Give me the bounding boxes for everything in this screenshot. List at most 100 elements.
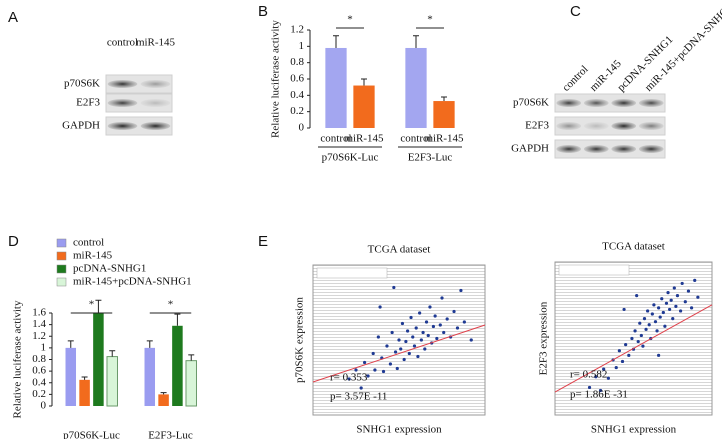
error-bar	[67, 340, 74, 348]
error-bar	[441, 96, 447, 102]
error-bar	[413, 35, 419, 48]
stat-annotation: p= 3.57E -11	[330, 391, 387, 403]
scatter-point	[359, 386, 363, 390]
error-bar	[361, 78, 367, 86]
scatter-point	[633, 329, 637, 333]
blot-band	[638, 145, 664, 153]
bar	[172, 325, 183, 406]
scatter-point	[395, 366, 399, 371]
bar	[158, 394, 169, 406]
y-tick-label: 0.6	[290, 73, 304, 85]
y-tick-label: 1	[41, 341, 47, 353]
scatter-point	[402, 357, 406, 362]
scatter-point	[418, 311, 422, 315]
panel-label: C	[570, 3, 581, 20]
legend-label: pcDNA-SNHG1	[73, 263, 146, 275]
error-bar	[81, 376, 88, 380]
scatter-point	[354, 368, 358, 372]
scatter-point	[598, 388, 603, 393]
y-tick-label: 0.2	[32, 388, 46, 400]
scatter-point	[639, 333, 643, 338]
blot-band	[107, 99, 138, 107]
scatter-point	[411, 335, 415, 339]
blot-band	[556, 99, 582, 107]
x-axis-label: SNHG1 expression	[356, 424, 442, 436]
blot-strip	[105, 93, 173, 113]
scatter-point	[587, 385, 592, 390]
error-bar	[95, 299, 102, 313]
scatter-point	[602, 367, 606, 371]
scatter-point	[406, 329, 410, 333]
blot-strip	[554, 139, 666, 159]
y-tick-label: 1	[299, 40, 305, 52]
blot-band	[583, 122, 609, 130]
scatter-point	[347, 377, 351, 381]
scatter-point	[669, 298, 673, 302]
scatter-point	[636, 339, 640, 344]
scatter-point	[658, 315, 662, 319]
protein-label: GAPDH	[511, 143, 549, 155]
scatter-point	[652, 303, 656, 307]
scatter-point	[421, 330, 425, 335]
bar-label: control	[320, 133, 351, 145]
y-tick-label: 1.4	[32, 318, 46, 330]
bar	[93, 313, 104, 406]
y-tick-label: 0.2	[290, 105, 304, 117]
scatter-point	[646, 309, 650, 313]
scatter-point	[388, 362, 392, 366]
protein-label: p70S6K	[64, 78, 100, 90]
lane-label: miR-145	[136, 37, 176, 49]
scatter-point	[404, 339, 408, 344]
bar-label: control	[400, 133, 431, 145]
stat-annotation: p= 1.86E -31	[570, 389, 628, 401]
panel-label: D	[8, 233, 19, 250]
blot-strip	[105, 116, 173, 136]
scatter-point	[435, 336, 439, 341]
legend-swatch	[56, 238, 67, 248]
y-tick-label: 0.8	[32, 353, 46, 365]
legend-label: miR-145	[73, 250, 113, 262]
scatter-point	[445, 317, 449, 321]
x-category-label: E2F3-Luc	[408, 152, 453, 164]
scatter-point	[452, 309, 456, 314]
blot-band	[556, 145, 582, 153]
chart-title: TCGA dataset	[368, 244, 431, 256]
scatter-point	[679, 309, 683, 313]
significance-star: *	[347, 14, 353, 26]
scatter-point	[385, 344, 389, 348]
scatter-point	[433, 314, 437, 318]
x-axis-label: SNHG1 expression	[591, 424, 677, 436]
protein-label: E2F3	[525, 120, 549, 132]
scatter-point	[657, 306, 661, 310]
scatter-point	[680, 281, 684, 286]
blot-band	[611, 145, 637, 153]
x-category-label: p70S6K-Luc	[63, 430, 120, 439]
scatter-point	[399, 347, 403, 351]
scatter-point	[381, 369, 386, 374]
stat-annotation: r= 0.353	[330, 372, 368, 384]
y-tick-label: 0.8	[290, 56, 304, 68]
scatter-point	[392, 285, 396, 290]
blot-band	[611, 99, 637, 107]
scatter-point	[414, 326, 418, 330]
scatter-point	[423, 347, 427, 351]
scatter-point	[696, 295, 700, 299]
blot-band	[140, 80, 171, 88]
y-tick-label: 0.4	[290, 89, 304, 101]
bar-label: miR-145	[344, 133, 384, 145]
blot-band	[107, 122, 138, 130]
bar	[405, 47, 427, 128]
legend-swatch	[56, 277, 67, 287]
inset-legend	[316, 267, 388, 279]
scatter-point	[428, 305, 432, 309]
scatter-point	[378, 305, 382, 309]
scatter-point	[438, 323, 442, 327]
y-tick-label: 0.6	[32, 365, 46, 377]
significance-star: *	[89, 299, 95, 311]
scatter-point	[440, 296, 444, 300]
scatter-point	[661, 310, 665, 315]
scatter-point	[594, 375, 598, 379]
error-bar	[146, 340, 153, 348]
lane-label: control	[107, 37, 138, 49]
bar	[433, 101, 455, 128]
